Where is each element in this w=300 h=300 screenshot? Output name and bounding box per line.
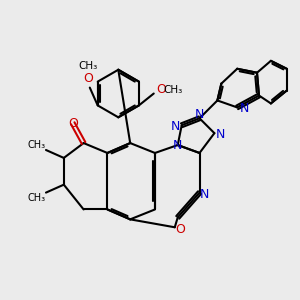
- Text: CH₃: CH₃: [27, 140, 45, 150]
- Text: CH₃: CH₃: [78, 61, 98, 71]
- Text: N: N: [216, 128, 225, 141]
- Text: O: O: [83, 72, 93, 85]
- Text: N: N: [195, 108, 204, 121]
- Text: CH₃: CH₃: [163, 85, 182, 94]
- Text: O: O: [157, 83, 166, 96]
- Text: N: N: [200, 188, 209, 201]
- Text: N: N: [173, 139, 182, 152]
- Text: O: O: [68, 117, 78, 130]
- Text: O: O: [175, 223, 185, 236]
- Text: CH₃: CH₃: [27, 193, 45, 202]
- Text: N: N: [171, 120, 180, 133]
- Text: N: N: [239, 102, 249, 115]
